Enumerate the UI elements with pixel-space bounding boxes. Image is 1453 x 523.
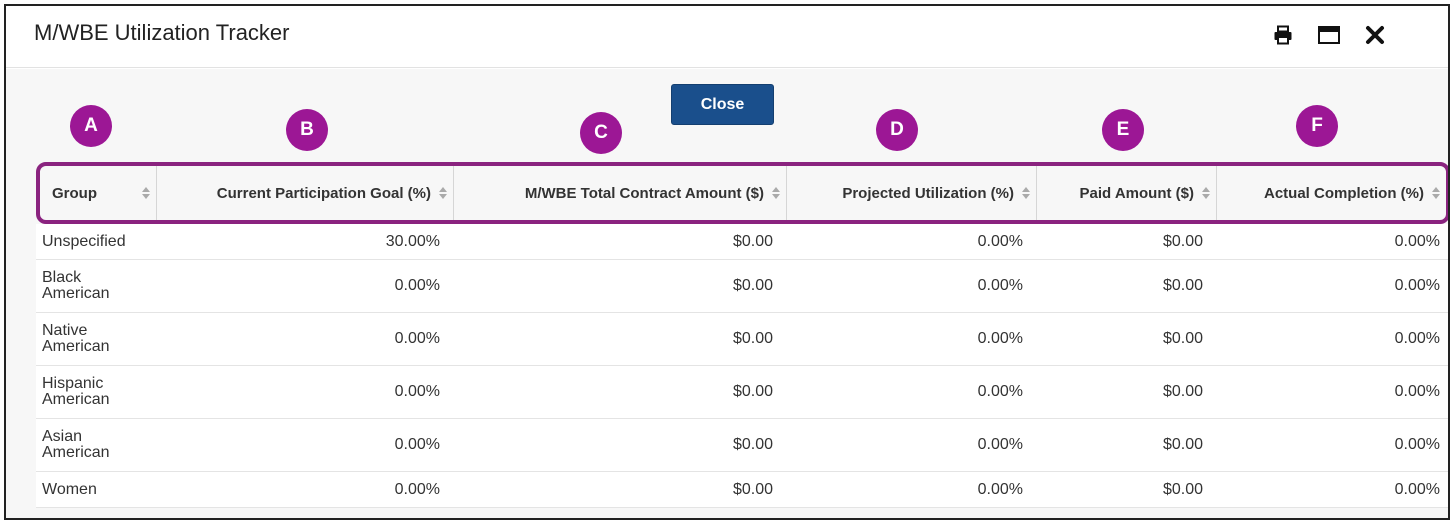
cell-actual: 0.00% bbox=[1394, 480, 1440, 498]
cell-goal: 0.00% bbox=[394, 277, 440, 294]
cell-actual: 0.00% bbox=[1394, 383, 1440, 400]
column-header-label: M/WBE Total Contract Amount ($) bbox=[524, 184, 764, 202]
modal-window: M/WBE Utilization Tracker bbox=[4, 4, 1450, 520]
cell-contract: $0.00 bbox=[732, 436, 773, 453]
header-icon-group bbox=[1270, 22, 1388, 48]
table-row: Women 0.00% $0.00 0.00% $0.00 0.00% bbox=[36, 472, 1448, 508]
sort-icon[interactable] bbox=[142, 187, 150, 199]
annotation-badge-d: D bbox=[876, 109, 918, 151]
cell-goal: 0.00% bbox=[394, 480, 440, 498]
annotation-badge-e: E bbox=[1102, 109, 1144, 151]
table-row: Hispanic American 0.00% $0.00 0.00% $0.0… bbox=[36, 366, 1448, 419]
modal-title: M/WBE Utilization Tracker bbox=[34, 20, 290, 45]
cell-contract: $0.00 bbox=[732, 480, 773, 498]
modal-body: Close A B C D E F Group Current Particip… bbox=[6, 69, 1448, 518]
cell-goal: 0.00% bbox=[394, 436, 440, 453]
cell-paid: $0.00 bbox=[1162, 383, 1203, 400]
sort-icon[interactable] bbox=[1022, 187, 1030, 199]
cell-projected: 0.00% bbox=[977, 330, 1023, 347]
close-icon[interactable] bbox=[1362, 22, 1388, 48]
cell-actual: 0.00% bbox=[1394, 232, 1440, 250]
annotation-badge-f: F bbox=[1296, 105, 1338, 147]
column-header-label: Group bbox=[52, 184, 97, 202]
cell-projected: 0.00% bbox=[977, 436, 1023, 453]
maximize-icon[interactable] bbox=[1316, 22, 1342, 48]
cell-group: Black American bbox=[42, 269, 110, 302]
cell-contract: $0.00 bbox=[732, 383, 773, 400]
cell-paid: $0.00 bbox=[1162, 232, 1203, 250]
cell-projected: 0.00% bbox=[977, 383, 1023, 400]
print-icon[interactable] bbox=[1270, 22, 1296, 48]
cell-actual: 0.00% bbox=[1394, 436, 1440, 453]
column-header-label: Projected Utilization (%) bbox=[842, 184, 1014, 202]
cell-projected: 0.00% bbox=[977, 232, 1023, 250]
annotation-badge-c: C bbox=[580, 112, 622, 154]
close-button[interactable]: Close bbox=[671, 84, 774, 125]
cell-actual: 0.00% bbox=[1394, 330, 1440, 347]
cell-contract: $0.00 bbox=[732, 330, 773, 347]
table-row: Unspecified 30.00% $0.00 0.00% $0.00 0.0… bbox=[36, 224, 1448, 260]
cell-group: Hispanic American bbox=[42, 375, 110, 408]
cell-goal: 0.00% bbox=[394, 330, 440, 347]
table-row: Native American 0.00% $0.00 0.00% $0.00 … bbox=[36, 313, 1448, 366]
column-header-goal[interactable]: Current Participation Goal (%) bbox=[157, 166, 454, 220]
column-header-projected[interactable]: Projected Utilization (%) bbox=[787, 166, 1037, 220]
sort-icon[interactable] bbox=[1202, 187, 1210, 199]
cell-group: Unspecified bbox=[42, 232, 126, 250]
cell-goal: 30.00% bbox=[385, 232, 440, 250]
column-header-label: Actual Completion (%) bbox=[1264, 184, 1424, 202]
sort-icon[interactable] bbox=[772, 187, 780, 199]
table-header-row: Group Current Participation Goal (%) M/W… bbox=[36, 162, 1448, 224]
modal-header: M/WBE Utilization Tracker bbox=[6, 6, 1448, 68]
column-header-paid[interactable]: Paid Amount ($) bbox=[1037, 166, 1217, 220]
annotation-badge-b: B bbox=[286, 109, 328, 151]
cell-paid: $0.00 bbox=[1162, 277, 1203, 294]
cell-contract: $0.00 bbox=[732, 232, 773, 250]
column-header-group[interactable]: Group bbox=[40, 166, 157, 220]
cell-paid: $0.00 bbox=[1162, 480, 1203, 498]
sort-icon[interactable] bbox=[1432, 187, 1440, 199]
column-header-label: Paid Amount ($) bbox=[1079, 184, 1194, 202]
cell-group: Asian American bbox=[42, 428, 110, 461]
cell-projected: 0.00% bbox=[977, 480, 1023, 498]
column-header-actual[interactable]: Actual Completion (%) bbox=[1217, 166, 1446, 220]
annotation-badge-a: A bbox=[70, 105, 112, 147]
cell-paid: $0.00 bbox=[1162, 330, 1203, 347]
cell-projected: 0.00% bbox=[977, 277, 1023, 294]
cell-paid: $0.00 bbox=[1162, 436, 1203, 453]
column-header-label: Current Participation Goal (%) bbox=[216, 184, 431, 202]
cell-goal: 0.00% bbox=[394, 383, 440, 400]
cell-actual: 0.00% bbox=[1394, 277, 1440, 294]
column-header-contract[interactable]: M/WBE Total Contract Amount ($) bbox=[454, 166, 787, 220]
cell-contract: $0.00 bbox=[732, 277, 773, 294]
cell-group: Native American bbox=[42, 322, 110, 355]
sort-icon[interactable] bbox=[439, 187, 447, 199]
table-row: Asian American 0.00% $0.00 0.00% $0.00 0… bbox=[36, 419, 1448, 472]
table-row: Black American 0.00% $0.00 0.00% $0.00 0… bbox=[36, 260, 1448, 313]
utilization-table: Group Current Participation Goal (%) M/W… bbox=[36, 162, 1448, 508]
cell-group: Women bbox=[42, 480, 97, 498]
table-body: Unspecified 30.00% $0.00 0.00% $0.00 0.0… bbox=[36, 224, 1448, 508]
